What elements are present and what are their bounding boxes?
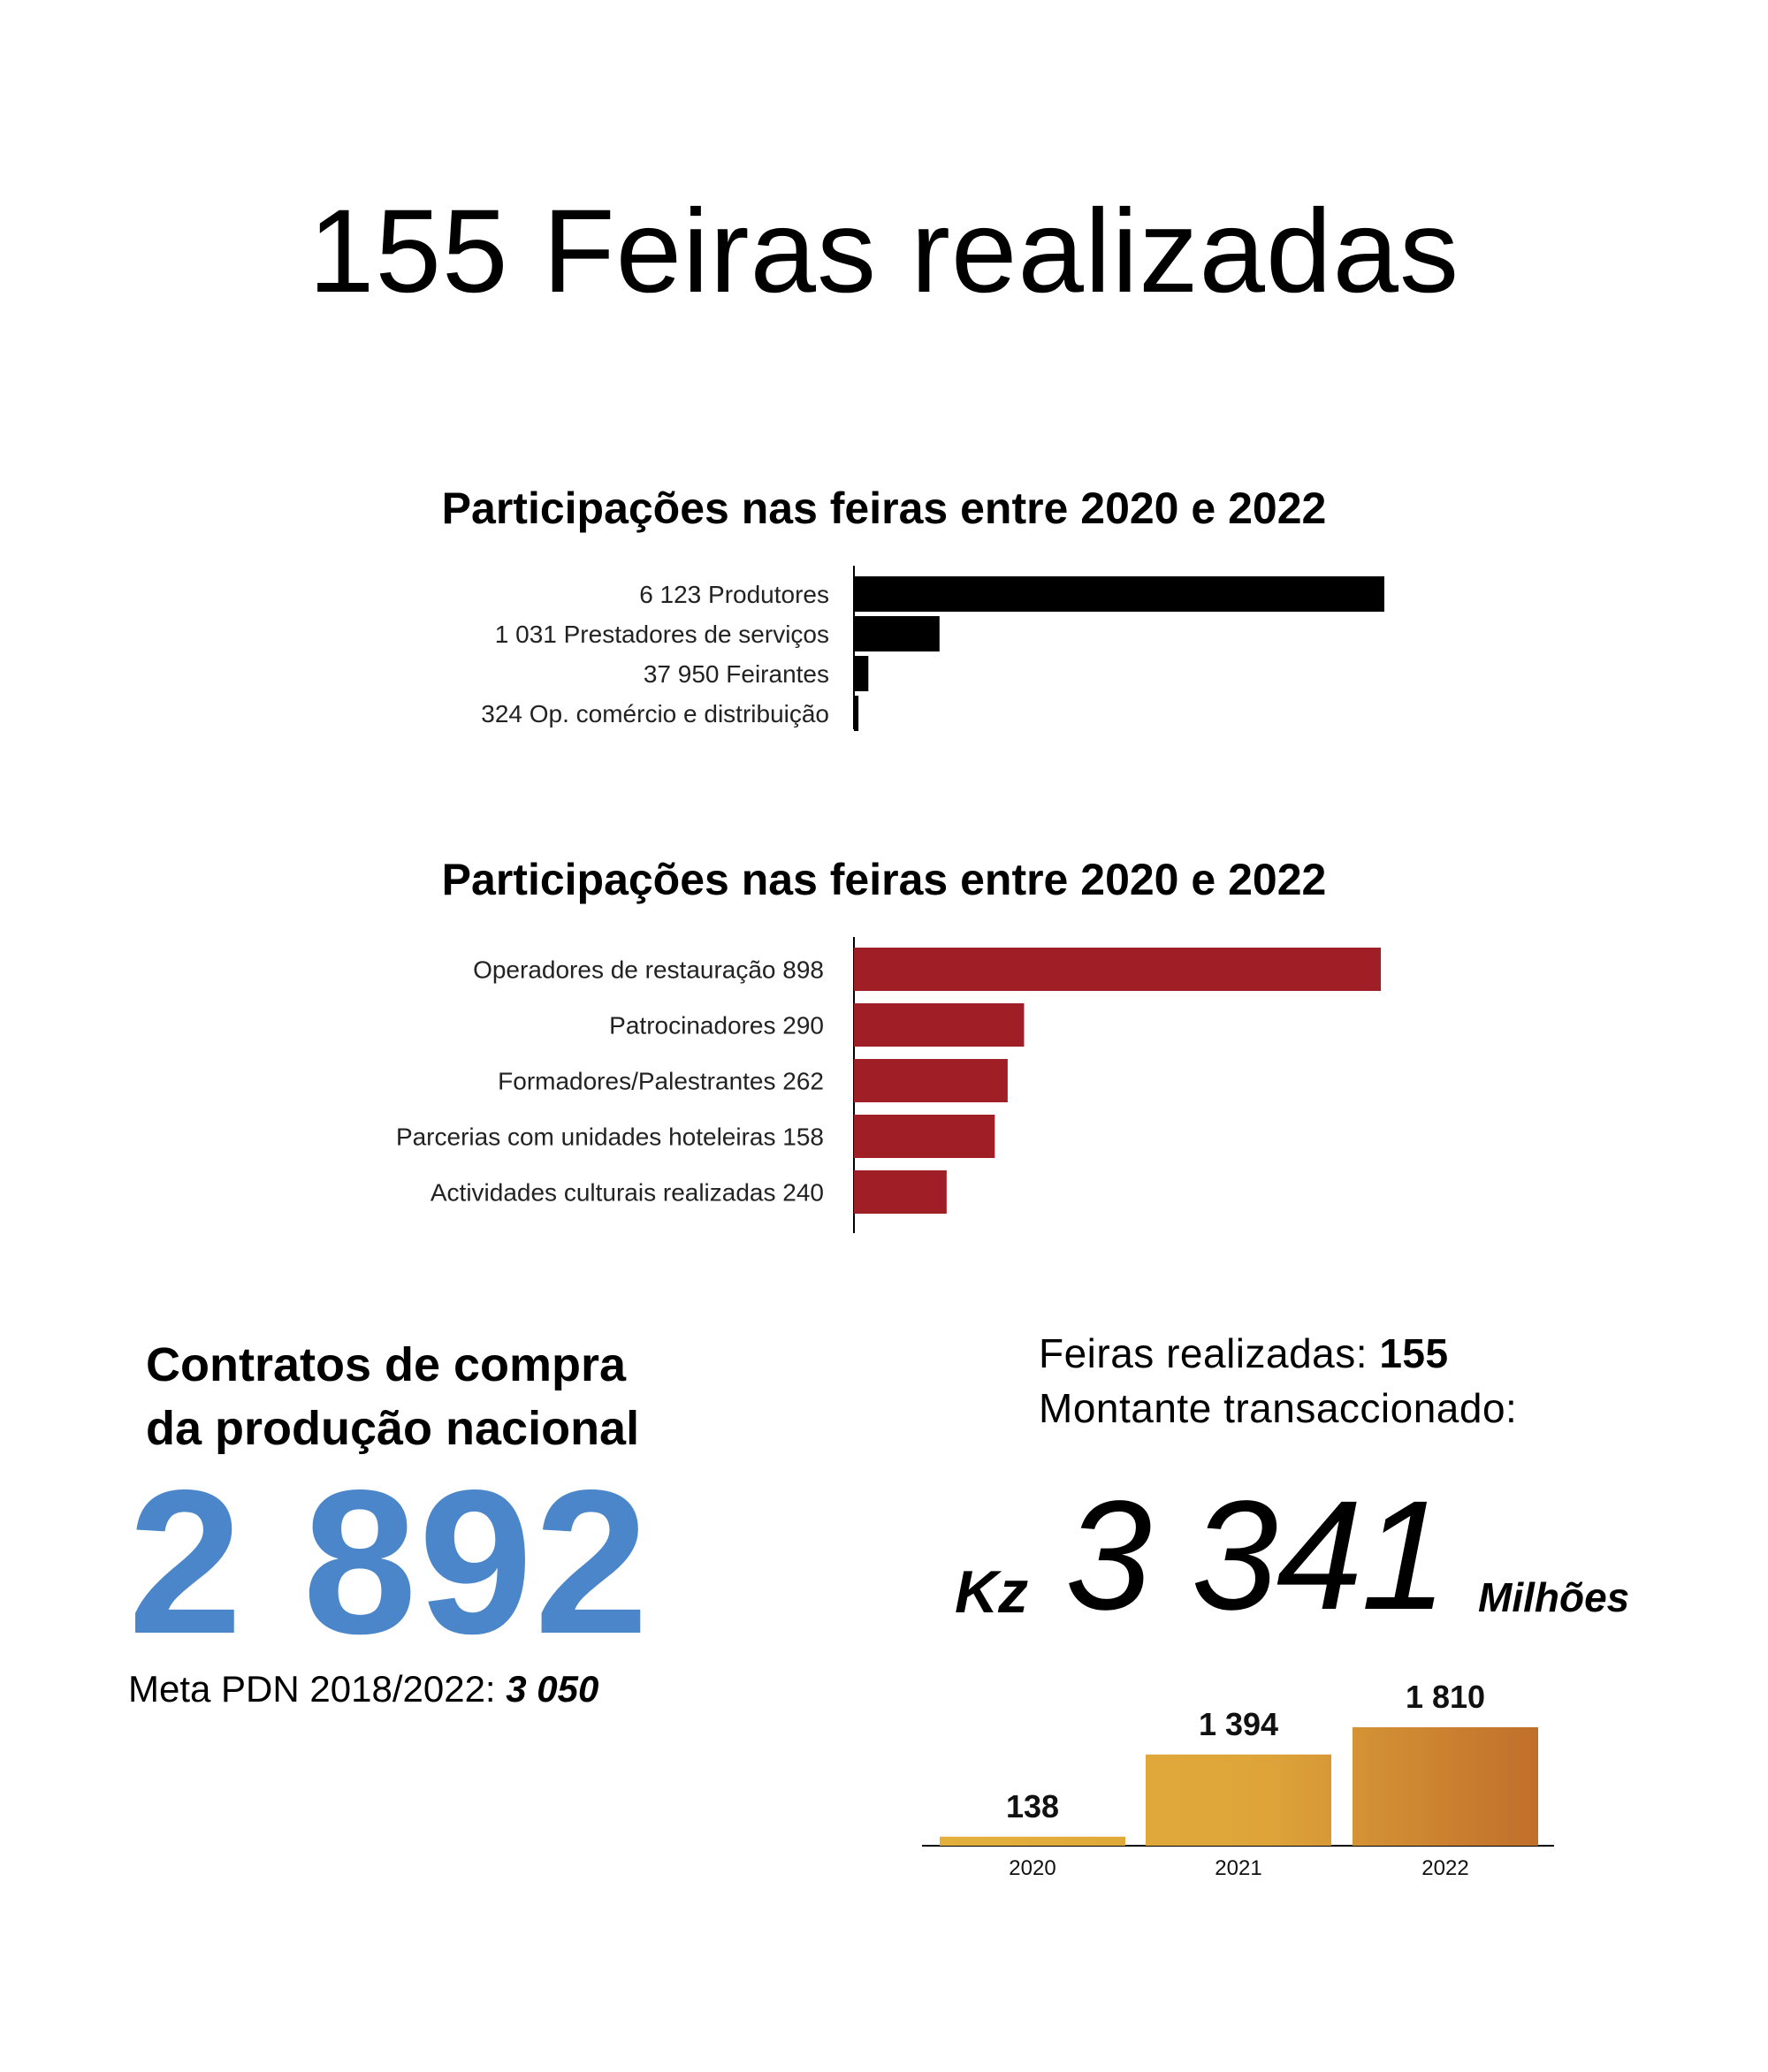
x-tick-label: 2020	[1009, 1856, 1055, 1880]
column-bar	[1353, 1727, 1538, 1846]
column-bar	[1146, 1754, 1331, 1846]
bar	[854, 948, 1381, 991]
bar	[854, 696, 859, 731]
column-value-label: 138	[1006, 1788, 1059, 1824]
bar-category-label: 324 Op. comércio e distribuição	[481, 700, 829, 727]
chart-title-participations-red: Participações nas feiras entre 2020 e 20…	[441, 855, 1327, 904]
amount-unit: Milhões	[1478, 1574, 1630, 1620]
bar-category-label: 37 950 Feirantes	[644, 660, 829, 688]
column-value-label: 1 394	[1199, 1706, 1278, 1742]
x-tick-label: 2021	[1215, 1856, 1261, 1880]
bar-category-label: Patrocinadores 290	[609, 1012, 824, 1040]
bar	[854, 1170, 947, 1214]
contracts-value: 2 892	[128, 1448, 651, 1677]
bar	[854, 576, 1384, 612]
bar-category-label: Actividades culturais realizadas 240	[431, 1179, 824, 1207]
bar	[854, 616, 940, 651]
bar-category-label: Operadores de restauração 898	[473, 956, 824, 984]
contracts-target-label: Meta PDN 2018/2022:	[128, 1668, 507, 1710]
contracts-title-line1: Contratos de compra	[146, 1338, 627, 1391]
bar-chart-participations-red: Operadores de restauração 898 Patrocinado…	[396, 937, 1381, 1233]
contracts-title-line2: da produção nacional	[146, 1402, 640, 1455]
amount-transacted: Kz 3 341 Milhões	[955, 1478, 1750, 1646]
contracts-target-value: 3 050	[506, 1668, 599, 1710]
fairs-realized-line: Feiras realizadas: 155	[1039, 1333, 1449, 1374]
contracts-title: Contratos de compra da produção nacional	[146, 1333, 765, 1460]
column-bar	[940, 1836, 1125, 1846]
bar	[854, 1059, 1008, 1102]
amount-transacted-label: Montante transaccionado:	[1039, 1385, 1518, 1431]
bar	[854, 1003, 1025, 1047]
chart-title-participations-black: Participações nas feiras entre 2020 e 20…	[441, 484, 1327, 533]
bar-category-label: 1 031 Prestadores de serviços	[495, 621, 829, 648]
contracts-target: Meta PDN 2018/2022: 3 050	[128, 1671, 598, 1708]
amount-value: 3 341	[1065, 1469, 1447, 1642]
bar-category-label: 6 123 Produtores	[639, 581, 829, 608]
page-title: 155 Feiras realizadas	[308, 186, 1460, 317]
amount-currency: Kz	[955, 1558, 1029, 1626]
column-chart-amount-by-year: 138 2020 1 394 2021 1 810 2022	[922, 1679, 1554, 1880]
x-tick-label: 2022	[1421, 1856, 1468, 1880]
bar-chart-participations-black: 6 123 Produtores 1 031 Prestadores de ser…	[481, 566, 1384, 731]
fairs-realized-label: Feiras realizadas:	[1039, 1330, 1380, 1376]
bar-category-label: Parcerias com unidades hoteleiras 158	[396, 1124, 824, 1151]
fairs-realized-count: 155	[1379, 1330, 1449, 1376]
bar	[854, 656, 869, 691]
bar-category-label: Formadores/Palestrantes 262	[498, 1068, 824, 1095]
bar	[854, 1115, 995, 1158]
column-value-label: 1 810	[1406, 1679, 1485, 1715]
